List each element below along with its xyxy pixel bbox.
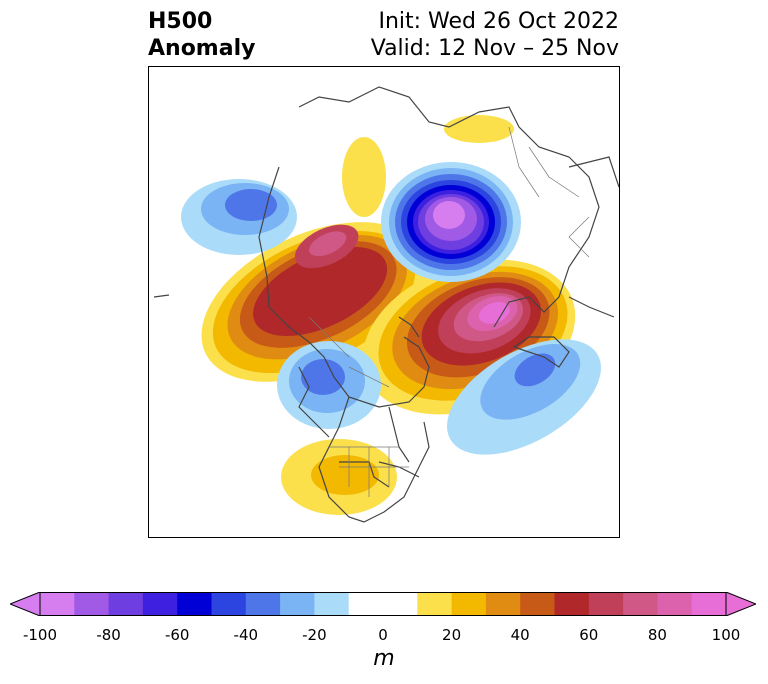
anomaly-pacific-trough: [181, 179, 297, 255]
colorbar-segment: [417, 592, 453, 616]
title-left: H500 Anomaly: [148, 8, 255, 62]
colorbar-segment: [348, 592, 384, 616]
colorbar-segment: [177, 592, 212, 616]
colorbar-unit-label: m: [373, 646, 395, 671]
colorbar-tick-label: -80: [96, 626, 121, 644]
colorbar-extend-min: [10, 592, 41, 616]
title-field: Anomaly: [148, 36, 256, 61]
valid-range: Valid: 12 Nov – 25 Nov: [370, 36, 619, 61]
colorbar-segment: [142, 592, 178, 616]
colorbar-segment: [383, 592, 418, 616]
colorbar-segment: [314, 592, 350, 616]
colorbar-tick-label: 40: [510, 626, 530, 644]
init-date: Init: Wed 26 Oct 2022: [378, 9, 619, 34]
colorbar-segment: [280, 592, 315, 616]
colorbar-segment: [588, 592, 624, 616]
colorbar: [10, 592, 756, 616]
anomaly-map: [148, 66, 620, 538]
anomaly-siberia-trough: [381, 162, 521, 282]
colorbar-segment: [657, 592, 693, 616]
country-borders: [308, 126, 590, 497]
colorbar-segment: [108, 592, 144, 616]
title-right: Init: Wed 26 Oct 2022 Valid: 12 Nov – 25…: [371, 8, 619, 62]
colorbar-segment: [485, 592, 521, 616]
colorbar-segment: [451, 592, 487, 616]
colorbar-tick-label: 20: [442, 626, 462, 644]
colorbar-tick-label: 100: [711, 626, 741, 644]
colorbar-tick-label: 0: [378, 626, 388, 644]
colorbar-tick-label: -60: [164, 626, 190, 644]
colorbar-tick-label: 60: [579, 626, 599, 644]
coastlines: [153, 86, 619, 523]
colorbar-ticks: -100 -80 -60 -40 -20 0 20 40 60 80 100: [0, 626, 768, 646]
colorbar-segment: [245, 592, 281, 616]
colorbar-tick-label: 80: [647, 626, 667, 644]
colorbar-tick-label: -100: [22, 626, 58, 644]
anomaly-alaska-ridge: [201, 222, 427, 382]
colorbar-extend-max: [725, 592, 756, 616]
colorbar-segment: [554, 592, 590, 616]
anomaly-arctic-ridge: [342, 137, 386, 217]
title-variable: H500: [148, 9, 213, 34]
colorbar-segment: [623, 592, 658, 616]
anomaly-atlantic-trough: [447, 339, 601, 455]
anomaly-map-svg: [153, 86, 619, 523]
anomaly-siberia-ridge: [444, 115, 514, 143]
colorbar-segment: [211, 592, 247, 616]
colorbar-tick-label: -40: [233, 626, 259, 644]
anomaly-southern-us-ridge: [281, 439, 397, 515]
colorbar-segment: [40, 592, 75, 616]
colorbar-segment: [691, 592, 727, 616]
colorbar-tick-label: -20: [302, 626, 327, 644]
colorbar-segment: [520, 592, 555, 616]
colorbar-frame: [39, 592, 727, 616]
colorbar-segment: [74, 592, 110, 616]
anomaly-canada-trough: [277, 341, 381, 429]
